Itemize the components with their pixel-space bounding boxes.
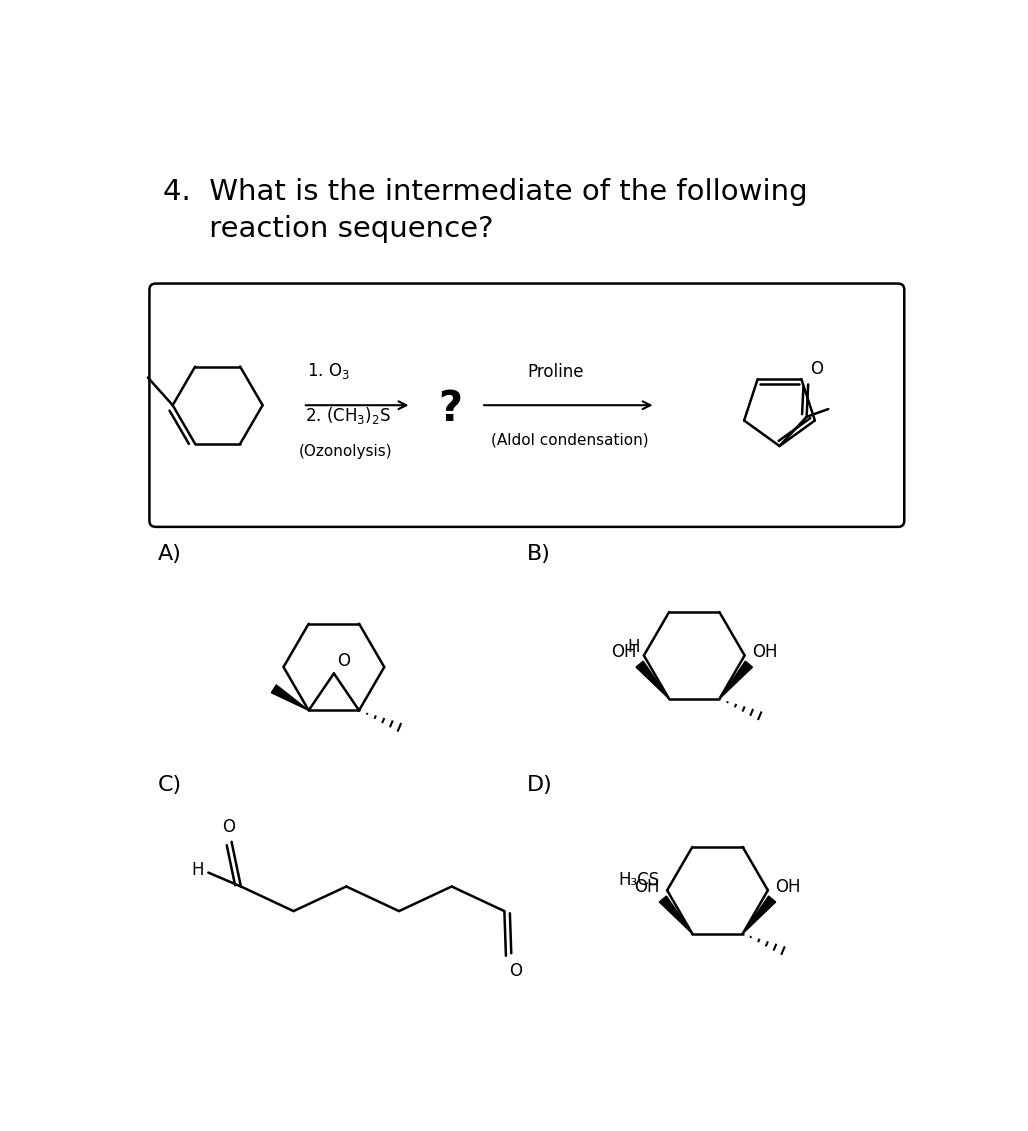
Polygon shape bbox=[720, 662, 752, 699]
Text: 1. O$_3$: 1. O$_3$ bbox=[306, 361, 350, 380]
Text: O: O bbox=[337, 653, 350, 671]
Text: OH: OH bbox=[775, 878, 801, 896]
Text: 4.  What is the intermediate of the following: 4. What is the intermediate of the follo… bbox=[163, 178, 808, 206]
Text: B): B) bbox=[527, 544, 551, 564]
Text: H₃CS: H₃CS bbox=[619, 871, 660, 889]
Text: A): A) bbox=[158, 544, 182, 564]
Polygon shape bbox=[742, 896, 776, 934]
Text: Proline: Proline bbox=[527, 363, 584, 380]
Text: H: H bbox=[191, 861, 204, 879]
Text: ?: ? bbox=[438, 388, 463, 430]
Polygon shape bbox=[271, 685, 308, 710]
Text: OH: OH bbox=[611, 644, 636, 662]
FancyBboxPatch shape bbox=[149, 284, 905, 527]
Text: O: O bbox=[509, 962, 522, 979]
Text: 2. (CH$_3$)$_2$S: 2. (CH$_3$)$_2$S bbox=[305, 405, 392, 426]
Text: O: O bbox=[810, 361, 822, 378]
Text: (Ozonolysis): (Ozonolysis) bbox=[299, 443, 393, 459]
Polygon shape bbox=[659, 896, 692, 934]
Text: H: H bbox=[627, 639, 639, 656]
Text: O: O bbox=[222, 818, 235, 836]
Polygon shape bbox=[636, 662, 669, 699]
Text: OH: OH bbox=[634, 878, 660, 896]
Text: reaction sequence?: reaction sequence? bbox=[163, 215, 493, 243]
Text: (Aldol condensation): (Aldol condensation) bbox=[491, 432, 649, 447]
Text: C): C) bbox=[158, 775, 182, 795]
Text: OH: OH bbox=[752, 644, 777, 662]
Text: D): D) bbox=[527, 775, 553, 795]
